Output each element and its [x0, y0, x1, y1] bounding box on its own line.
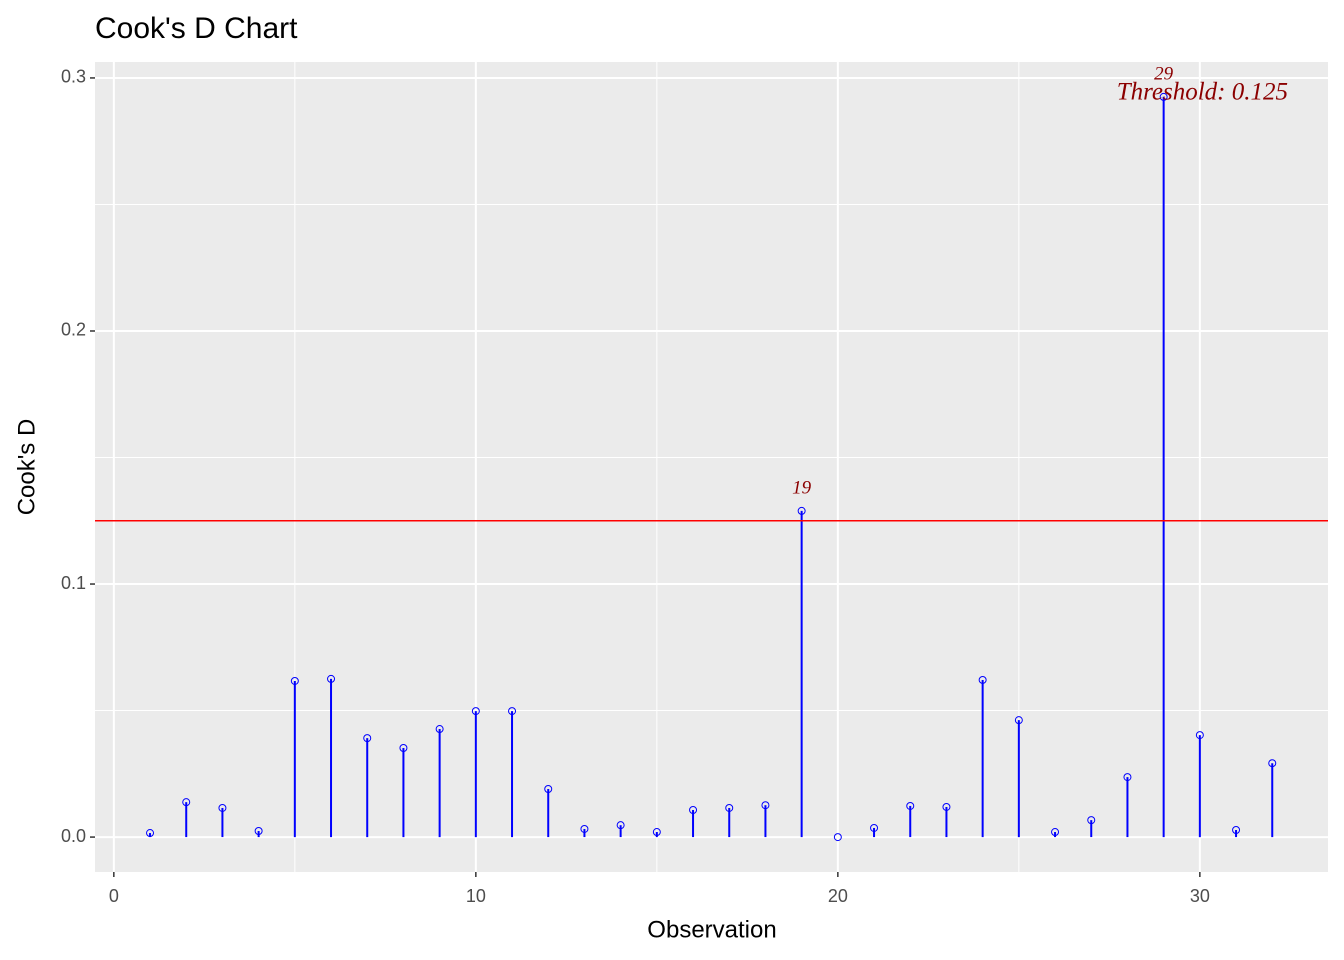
point — [363, 734, 372, 743]
point-label: 29 — [1154, 63, 1174, 84]
point — [327, 674, 336, 683]
point — [652, 828, 661, 837]
point — [508, 707, 517, 716]
point — [797, 506, 806, 515]
y-tick-label: 0.2 — [61, 320, 86, 340]
y-axis-title: Cook's D — [13, 419, 40, 516]
point — [254, 827, 263, 836]
point — [942, 802, 951, 811]
point-label: 19 — [792, 477, 812, 498]
x-tick-label: 30 — [1190, 886, 1210, 906]
point — [471, 707, 480, 716]
point — [1087, 816, 1096, 825]
point — [399, 744, 408, 753]
point — [544, 785, 553, 794]
point — [218, 803, 227, 812]
x-axis-title: Observation — [647, 916, 776, 943]
y-tick-label: 0.0 — [61, 826, 86, 846]
point — [1123, 773, 1132, 782]
point — [580, 824, 589, 833]
point — [1232, 825, 1241, 834]
point — [146, 829, 155, 838]
point — [616, 821, 625, 830]
point — [725, 803, 734, 812]
point — [1014, 716, 1023, 725]
plot-panel — [95, 62, 1328, 872]
point — [1051, 828, 1060, 837]
point — [833, 833, 842, 842]
y-tick-label: 0.3 — [61, 67, 86, 87]
x-tick-label: 20 — [828, 886, 848, 906]
x-tick-label: 10 — [466, 886, 486, 906]
threshold-label: Threshold: 0.125 — [1117, 79, 1288, 106]
point — [182, 798, 191, 807]
point — [1268, 759, 1277, 768]
y-tick-label: 0.1 — [61, 573, 86, 593]
x-tick-label: 0 — [109, 886, 119, 906]
chart-title: Cook's D Chart — [95, 12, 298, 45]
point — [978, 675, 987, 684]
point — [1159, 92, 1168, 101]
point — [290, 676, 299, 685]
point — [906, 801, 915, 810]
point — [870, 823, 879, 832]
point — [1195, 731, 1204, 740]
point — [689, 806, 698, 815]
point — [435, 725, 444, 734]
point — [761, 801, 770, 810]
